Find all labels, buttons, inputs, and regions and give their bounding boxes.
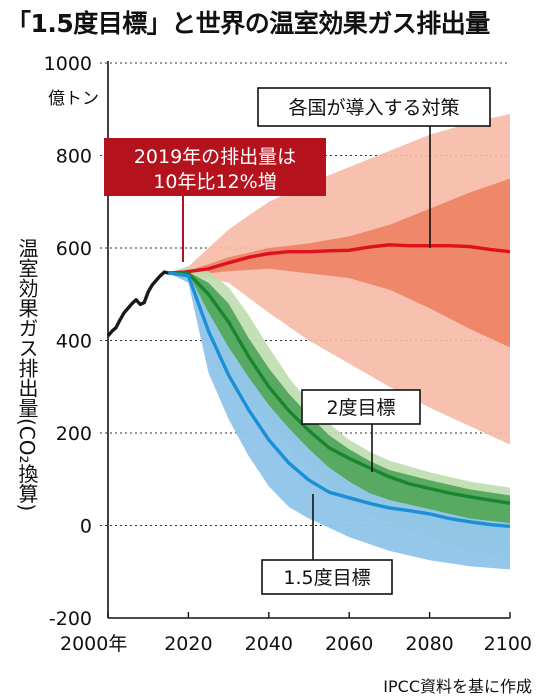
x-tick-label: 2080: [405, 633, 453, 655]
series-line: [168, 271, 511, 529]
historical-line: [106, 270, 169, 338]
callout-measures: 各国が導入する対策: [257, 87, 491, 248]
callout-2deg-box: [301, 389, 421, 425]
x-tick-label: 2000年: [60, 633, 127, 655]
y-tick-label: 1000: [44, 53, 92, 75]
callout-2019-line2: 10年比12%増: [153, 171, 276, 193]
y-tick-label: 400: [56, 331, 92, 353]
x-tick-label: 2060: [325, 633, 373, 655]
band-outer: [168, 273, 511, 570]
y-unit-label: 億トン: [48, 89, 99, 109]
series-lines: [106, 243, 511, 529]
axes: 1000 800 600 400 200 0 -200 2000年 2020 2040 2060 20…: [44, 53, 532, 655]
source-note: IPCC資料を基に作成: [383, 677, 532, 696]
callout-2019-line1: 2019年の排出量は: [134, 146, 296, 168]
series-line: [168, 271, 511, 505]
y-tick-label: 0: [80, 516, 92, 538]
callout-15deg-text: 1.5度目標: [283, 567, 370, 589]
callout-measures-box: [257, 87, 491, 127]
y-axis-title: 温室効果ガス排出量(CO₂換算): [15, 238, 39, 512]
x-tick-label: 2020: [164, 633, 212, 655]
chart-title: 「1.5度目標」と世界の温室効果ガス排出量: [6, 9, 490, 38]
y-axis-label: 温室効果ガス排出量(CO₂換算): [15, 238, 39, 512]
callout-2deg-text: 2度目標: [326, 397, 395, 419]
y-tick-label: 600: [56, 238, 92, 260]
y-tick-label: -200: [49, 608, 92, 630]
band-outer: [168, 113, 511, 445]
x-tick-label: 2040: [245, 633, 293, 655]
callout-2019-box: [104, 138, 326, 196]
callout-2019: 2019年の排出量は 10年比12%増: [104, 138, 326, 262]
y-tick-label: 800: [56, 146, 92, 168]
x-tick-label: 2100: [484, 633, 532, 655]
band-inner: [168, 178, 511, 348]
callout-2deg: 2度目標: [301, 389, 421, 472]
callout-15deg: 1.5度目標: [261, 494, 393, 595]
callout-15deg-box: [261, 559, 393, 595]
callout-measures-text: 各国が導入する対策: [288, 97, 459, 119]
y-tick-label: 200: [56, 423, 92, 445]
y-unit-main: 億トン: [48, 89, 99, 109]
series-line: [168, 243, 511, 275]
